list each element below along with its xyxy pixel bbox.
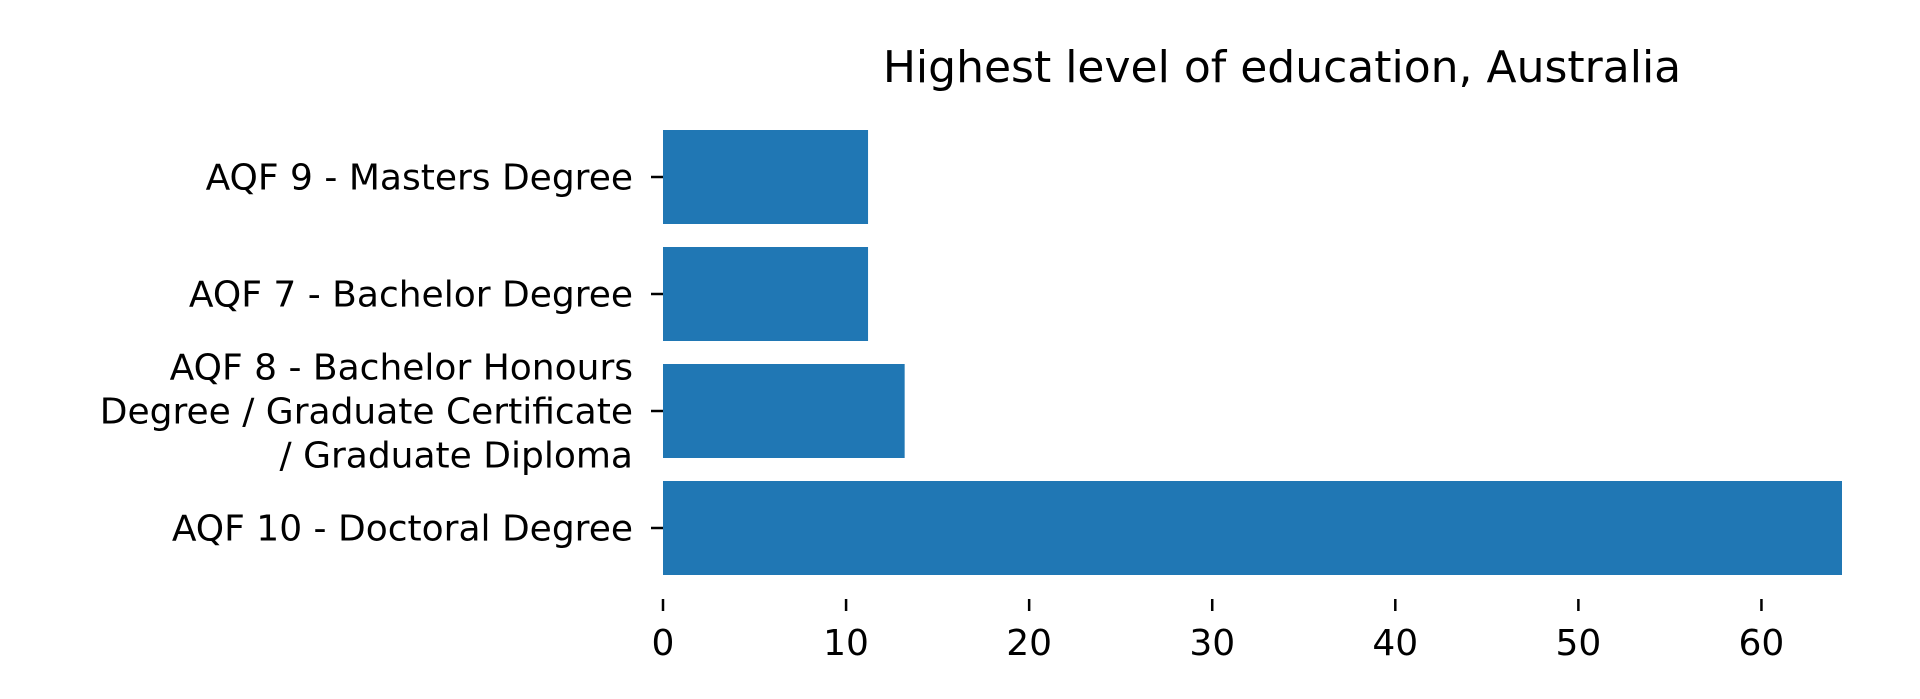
x-tick-label: 0 xyxy=(652,623,675,664)
y-tick-label: AQF 8 - Bachelor Honours Degree / Graduat… xyxy=(100,348,633,477)
x-tick-label: 20 xyxy=(1006,623,1052,664)
y-tick-label-line: AQF 9 - Masters Degree xyxy=(206,158,633,199)
x-tick-label: 60 xyxy=(1739,623,1785,664)
x-tick-label: 50 xyxy=(1555,623,1601,664)
y-tick-label-line: / Graduate Diploma xyxy=(280,436,634,477)
y-tick-label-line: Degree / Graduate Certificate xyxy=(100,392,633,433)
y-axis: AQF 9 - Masters Degree AQF 7 - Bachelor D… xyxy=(100,158,663,550)
y-tick-label-line: AQF 8 - Bachelor Honours xyxy=(170,348,633,389)
chart-title: Highest level of education, Australia xyxy=(883,42,1681,93)
bar xyxy=(663,130,869,224)
y-tick-label-line: AQF 7 - Bachelor Degree xyxy=(189,275,633,316)
y-tick-label: AQF 7 - Bachelor Degree xyxy=(189,275,633,316)
bar xyxy=(663,247,869,341)
bars-layer xyxy=(663,130,1842,575)
bar xyxy=(663,364,905,458)
bar xyxy=(663,481,1842,575)
x-tick-label: 40 xyxy=(1372,623,1418,664)
x-axis: 0 10 20 30 40 50 60 xyxy=(652,599,1785,664)
x-tick-label: 10 xyxy=(823,623,869,664)
x-tick-label: 30 xyxy=(1189,623,1235,664)
y-tick-label-line: AQF 10 - Doctoral Degree xyxy=(172,509,633,550)
y-tick-label: AQF 9 - Masters Degree xyxy=(206,158,633,199)
y-tick-label: AQF 10 - Doctoral Degree xyxy=(172,509,633,550)
